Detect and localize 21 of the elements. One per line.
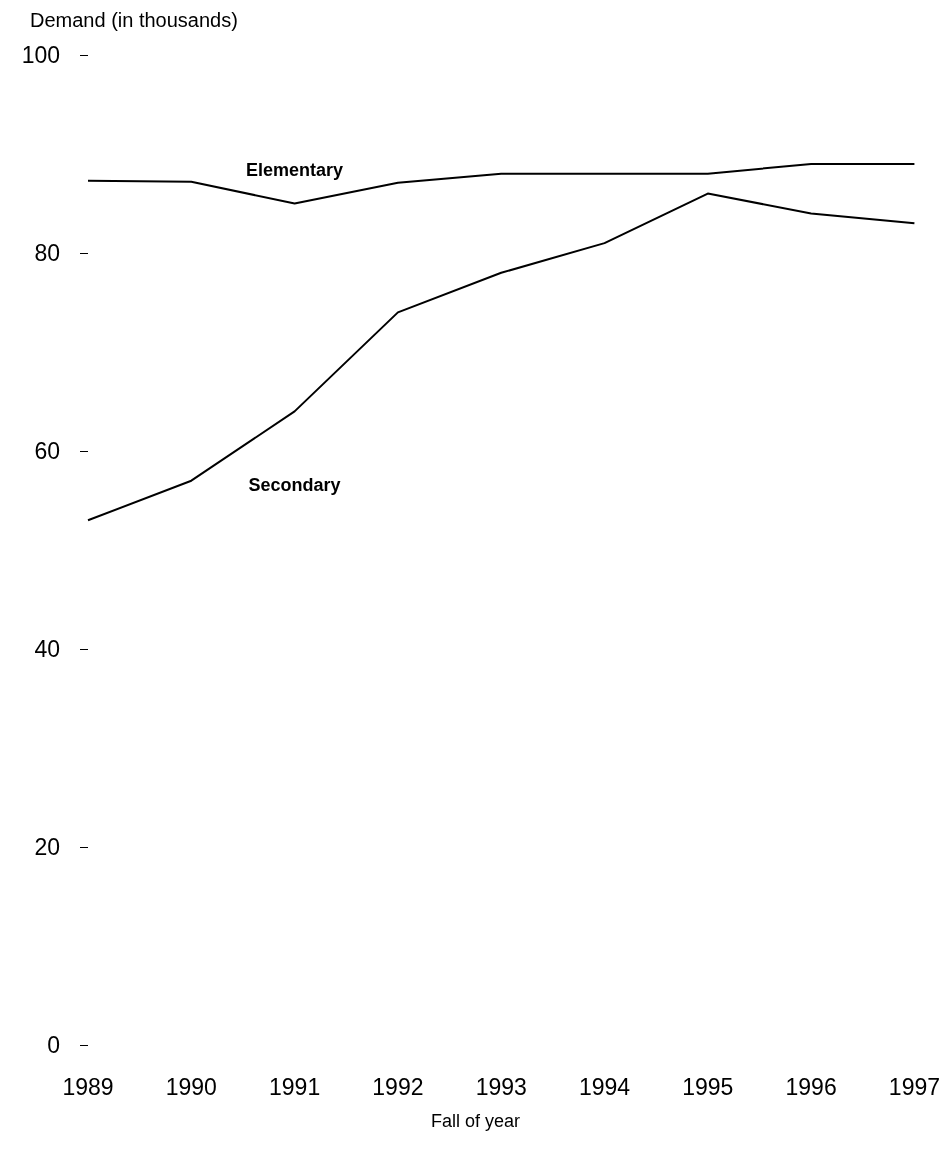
y-tick-label: 40: [34, 636, 60, 662]
y-tick-label: 60: [34, 438, 60, 464]
line-series: [87, 192, 916, 522]
x-tick-label: 1997: [888, 1073, 940, 1100]
y-tick-label: 100: [21, 42, 60, 68]
x-tick-label: 1989: [62, 1073, 114, 1100]
x-tick-label: 1995: [682, 1073, 734, 1100]
x-tick-label: 1992: [372, 1073, 424, 1100]
x-tick-label: 1994: [578, 1073, 631, 1100]
x-tick-label: 1990: [165, 1073, 217, 1100]
x-tick-label: 1991: [269, 1073, 321, 1100]
x-tick-label: 1996: [785, 1073, 837, 1100]
y-tick-label: 80: [34, 240, 60, 266]
series-label: Secondary: [248, 475, 341, 496]
line-series: [87, 162, 916, 205]
series-label: Elementary: [246, 159, 344, 180]
x-axis-title: Fall of year: [430, 1111, 521, 1131]
y-tick-label: 0: [47, 1032, 60, 1058]
y-tick-label: 20: [34, 834, 60, 860]
x-tick-label: 1993: [475, 1073, 527, 1100]
y-axis-title: Demand (in thousands): [30, 9, 238, 31]
